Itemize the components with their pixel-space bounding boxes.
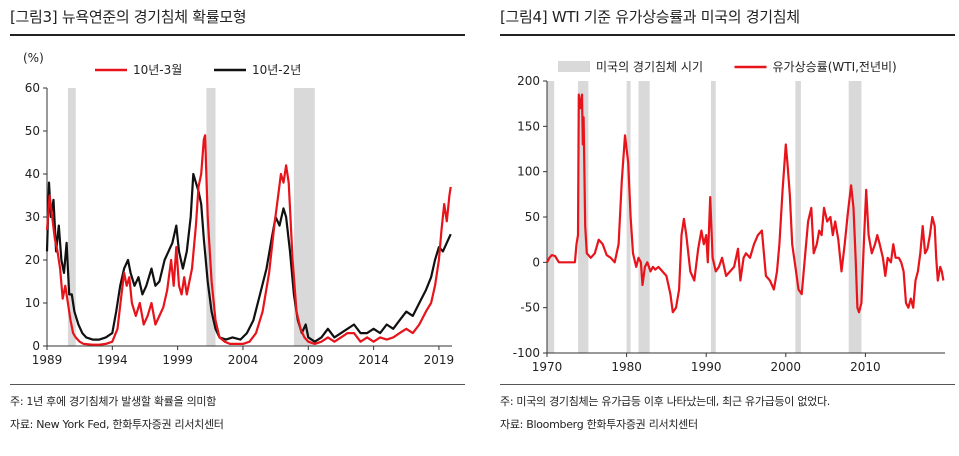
x-tick-label: 2000 (771, 360, 802, 374)
x-tick-label: 2004 (228, 353, 259, 367)
recession-band (626, 81, 631, 353)
y-tick-label: 200 (517, 74, 540, 88)
recession-band (67, 88, 76, 346)
recession-band (206, 88, 216, 346)
recession-band (795, 81, 801, 353)
chart-panel-recession-probability: [그림3] 뉴욕연준의 경기침체 확률모형 0 10 20 30 40 50 60 1989 1… (0, 0, 475, 456)
series-line (45, 172, 452, 343)
chart-note: 주: 1년 후에 경기침체가 발생할 확률을 의미함 (10, 395, 217, 408)
legend-swatch (558, 61, 590, 72)
recession-band (848, 81, 862, 353)
y-tick-label: 10 (25, 296, 40, 310)
recession-band (578, 81, 589, 353)
oil-price-growth-chart: -100 -50 0 50 100 150 200 1970 1980 1990 2000 2010 미… (513, 60, 945, 374)
y-tick-label: 150 (517, 119, 540, 133)
series-line (546, 93, 945, 314)
recession-band (710, 81, 716, 353)
recession-band (293, 88, 315, 346)
x-tick-label: 1970 (532, 360, 563, 374)
legend-label: 10년-2년 (252, 63, 301, 77)
legend-label: 10년-3월 (133, 63, 182, 77)
chart-source: 자료: New York Fed, 한화투자증권 리서치센터 (10, 418, 224, 431)
y-tick-label: 50 (25, 124, 40, 138)
y-tick-label: 100 (517, 165, 540, 179)
title-divider (500, 34, 955, 36)
y-tick-label: 20 (25, 253, 40, 267)
y-tick-label: -50 (520, 301, 540, 315)
y-tick-label: -100 (513, 346, 540, 360)
chart-note: 주: 미국의 경기침체는 유가급등 이후 나타났는데, 최근 유가급등이 없었다… (500, 395, 830, 408)
x-tick-label: 1999 (162, 353, 193, 367)
y-tick-label: 0 (32, 339, 40, 353)
chart-title: [그림3] 뉴욕연준의 경기침체 확률모형 (10, 8, 247, 26)
footer-divider (10, 384, 465, 385)
x-tick-label: 1990 (691, 360, 722, 374)
y-tick-label: 60 (25, 81, 40, 95)
y-axis-label: (%) (23, 51, 44, 65)
y-tick-label: 30 (25, 210, 40, 224)
x-tick-label: 2019 (424, 353, 455, 367)
x-tick-label: 1994 (97, 353, 128, 367)
chart-panel-oil-price-growth: [그림4] WTI 기준 유가상승률과 미국의 경기침체 -100 -50 0 50 1… (490, 0, 959, 456)
recession-band (638, 81, 650, 353)
chart-source: 자료: Bloomberg 한화투자증권 리서치센터 (500, 418, 698, 431)
x-tick-label: 1980 (611, 360, 642, 374)
legend-label: 유가상승률(WTI,전년비) (773, 60, 897, 74)
title-divider (10, 34, 465, 36)
legend-label: 미국의 경기침체 시기 (596, 60, 703, 74)
recession-band (547, 81, 555, 353)
series-line (45, 134, 452, 346)
y-tick-label: 50 (525, 210, 540, 224)
x-tick-label: 1989 (32, 353, 63, 367)
footer-divider (500, 384, 955, 385)
chart-title: [그림4] WTI 기준 유가상승률과 미국의 경기침체 (500, 8, 800, 26)
x-tick-label: 2014 (358, 353, 389, 367)
y-tick-label: 0 (532, 255, 540, 269)
x-tick-label: 2010 (850, 360, 881, 374)
x-tick-label: 2009 (293, 353, 324, 367)
y-tick-label: 40 (25, 167, 40, 181)
recession-probability-chart: 0 10 20 30 40 50 60 1989 1994 1999 2004 2009 2014 201… (23, 51, 455, 367)
